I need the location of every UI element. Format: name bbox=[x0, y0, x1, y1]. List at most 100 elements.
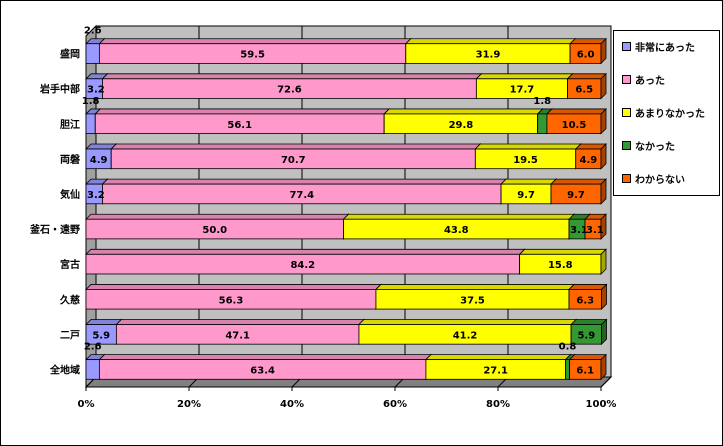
legend-swatch bbox=[622, 140, 631, 150]
bar-top-face bbox=[357, 319, 578, 325]
bar-segment bbox=[565, 359, 570, 380]
data-label: 56.3 bbox=[219, 295, 244, 306]
bar-top-face bbox=[94, 108, 391, 115]
category-label: 宮古 bbox=[60, 258, 80, 271]
bar-top-face bbox=[569, 38, 607, 45]
data-label: 6.0 bbox=[577, 50, 595, 61]
bar-top-face bbox=[85, 319, 123, 325]
x-tick-label: 80% bbox=[486, 399, 510, 410]
x-tick-label: 0% bbox=[78, 399, 95, 410]
bar-side-face bbox=[600, 37, 607, 65]
bar-top-face bbox=[85, 248, 526, 255]
data-label: 10.5 bbox=[562, 120, 587, 131]
data-label: 3.2 bbox=[87, 190, 105, 201]
category-label: 両磐 bbox=[60, 153, 80, 166]
legend: 非常にあったあったあまりなかったなかったわからない bbox=[613, 30, 720, 196]
bar-top-face bbox=[374, 284, 576, 290]
bar-top-face bbox=[110, 143, 482, 150]
legend-item: 非常にあった bbox=[622, 39, 695, 54]
bar-top-face bbox=[568, 354, 607, 361]
data-label: 9.7 bbox=[517, 190, 535, 201]
legend-swatch bbox=[622, 107, 631, 117]
category-label: 全地域 bbox=[49, 363, 80, 376]
data-label: 63.4 bbox=[250, 365, 275, 376]
bar-segment bbox=[537, 113, 548, 134]
bar-side-face bbox=[600, 107, 607, 135]
data-label: 56.1 bbox=[227, 120, 252, 131]
bar-side-face bbox=[600, 72, 607, 100]
category-label: 久慈 bbox=[59, 293, 80, 306]
data-label: 27.1 bbox=[483, 365, 508, 376]
bar-top-face bbox=[342, 213, 576, 220]
bar-top-face bbox=[85, 213, 350, 220]
bar-top-face bbox=[570, 319, 608, 325]
data-label: 6.5 bbox=[575, 85, 593, 96]
bar-side-face bbox=[600, 178, 607, 205]
data-label: 6.1 bbox=[576, 365, 594, 376]
data-label: 17.7 bbox=[510, 85, 535, 96]
legend-label: あった bbox=[635, 75, 665, 87]
bar-top-face bbox=[101, 178, 508, 185]
bar-top-face bbox=[404, 38, 577, 45]
bar-top-face bbox=[475, 73, 574, 80]
x-tick-label: 40% bbox=[280, 399, 304, 410]
data-label: 15.8 bbox=[548, 260, 573, 271]
data-label: 72.6 bbox=[277, 85, 302, 96]
data-label: 3.1 bbox=[586, 225, 604, 236]
data-label: 37.5 bbox=[460, 295, 485, 306]
legend-item: あった bbox=[622, 72, 665, 87]
bar-top-face bbox=[518, 248, 607, 255]
data-label: 3.2 bbox=[87, 85, 105, 96]
bar-top-face bbox=[545, 108, 607, 115]
bar-top-face bbox=[383, 108, 544, 115]
bar-side-face bbox=[600, 143, 607, 170]
bar-top-face bbox=[98, 38, 412, 45]
data-label: 47.1 bbox=[225, 330, 250, 341]
data-label: 4.9 bbox=[90, 155, 108, 166]
category-label: 気仙 bbox=[59, 188, 80, 201]
legend-item: わからない bbox=[622, 171, 685, 186]
x-tick-label: 100% bbox=[586, 399, 617, 410]
bar-side-face bbox=[600, 213, 607, 240]
data-label: 9.7 bbox=[567, 190, 585, 201]
category-label: 釜石・遠野 bbox=[29, 223, 80, 236]
bar-top-face bbox=[550, 178, 607, 185]
bar-side-face bbox=[600, 248, 607, 275]
data-label: 29.8 bbox=[449, 120, 474, 131]
bar-top-face bbox=[85, 284, 382, 290]
legend-swatch bbox=[622, 74, 631, 84]
bar-top-face bbox=[101, 73, 483, 80]
legend-item: なかった bbox=[622, 138, 675, 153]
bar-top-face bbox=[115, 319, 365, 325]
data-label: 77.4 bbox=[289, 190, 314, 201]
x-tick-label: 20% bbox=[177, 399, 201, 410]
bar-top-face bbox=[566, 73, 607, 80]
category-label: 盛岡 bbox=[60, 48, 80, 61]
category-label: 胆江 bbox=[60, 118, 80, 131]
category-label: 岩手中部 bbox=[39, 83, 80, 96]
data-label: 19.5 bbox=[513, 155, 538, 166]
data-label: 2.6 bbox=[84, 342, 102, 353]
x-tick-label: 60% bbox=[383, 399, 407, 410]
data-label: 3.1 bbox=[570, 225, 588, 236]
category-label: 二戸 bbox=[60, 329, 80, 341]
bar-segment bbox=[85, 43, 100, 64]
data-label: 0.8 bbox=[559, 342, 577, 353]
data-label: 1.8 bbox=[82, 96, 100, 107]
gridline-floor bbox=[600, 376, 612, 388]
legend-label: なかった bbox=[635, 141, 675, 153]
data-label: 31.9 bbox=[476, 50, 501, 61]
legend-item: あまりなかった bbox=[622, 105, 705, 120]
data-label: 6.3 bbox=[576, 295, 594, 306]
bar-side-face bbox=[600, 353, 607, 381]
data-label: 50.0 bbox=[202, 225, 227, 236]
bar-top-face bbox=[500, 178, 558, 185]
bar-side-face bbox=[601, 283, 607, 311]
data-label: 84.2 bbox=[290, 260, 315, 271]
bar-segment bbox=[85, 113, 96, 134]
data-label: 1.8 bbox=[533, 96, 551, 107]
data-label: 5.9 bbox=[92, 330, 110, 341]
bar-top-face bbox=[424, 354, 572, 361]
bar-top-face bbox=[474, 143, 582, 150]
data-label: 59.5 bbox=[240, 50, 265, 61]
